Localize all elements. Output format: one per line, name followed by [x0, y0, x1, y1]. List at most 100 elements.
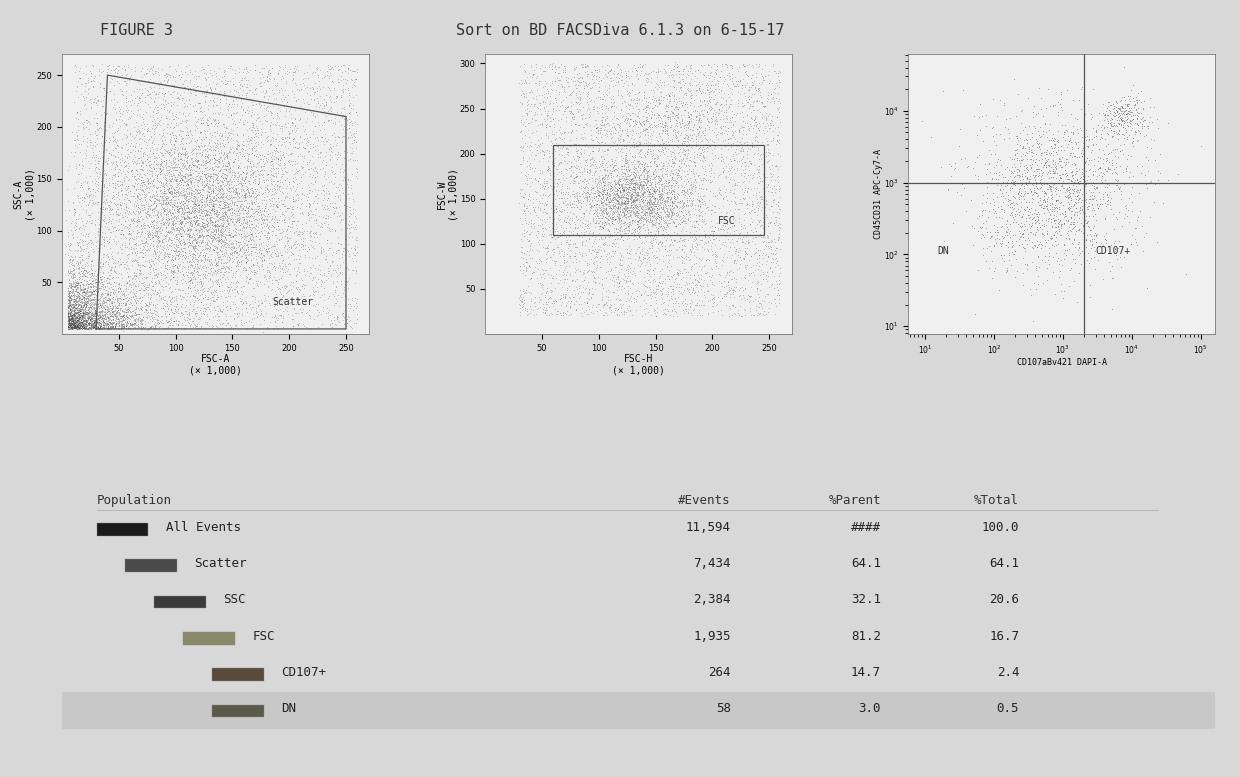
Point: [131, 119, 151, 131]
Point: [526, 124, 546, 137]
Point: [144, 311, 164, 323]
Point: [625, 207, 645, 219]
Point: [1099, 162, 1118, 175]
Point: [340, 87, 360, 99]
Point: [1033, 277, 1053, 289]
Point: [684, 221, 704, 233]
Point: [693, 148, 713, 161]
Point: [673, 184, 693, 197]
Point: [177, 222, 197, 235]
Point: [629, 207, 649, 219]
Point: [164, 190, 184, 202]
Point: [100, 277, 120, 290]
Point: [227, 98, 247, 110]
Point: [237, 64, 257, 77]
Point: [136, 271, 156, 284]
Point: [286, 283, 306, 295]
Point: [522, 116, 542, 128]
Point: [673, 235, 693, 247]
Point: [656, 260, 676, 272]
Point: [82, 301, 102, 314]
Point: [76, 305, 95, 317]
Point: [211, 213, 231, 225]
Point: [167, 239, 187, 252]
Point: [590, 260, 610, 273]
Point: [769, 217, 789, 229]
Point: [184, 244, 203, 256]
Point: [667, 267, 687, 279]
Point: [226, 148, 246, 161]
Point: [610, 119, 630, 131]
Point: [109, 208, 129, 221]
Point: [159, 212, 179, 225]
Point: [677, 184, 697, 197]
Point: [61, 313, 81, 326]
Point: [298, 241, 317, 253]
Point: [1078, 203, 1097, 215]
Point: [531, 219, 551, 232]
Point: [141, 131, 161, 143]
Point: [217, 220, 237, 232]
Point: [108, 169, 128, 182]
Point: [582, 179, 601, 191]
Point: [622, 277, 642, 289]
Point: [667, 117, 687, 130]
Point: [288, 92, 308, 105]
Point: [79, 322, 99, 335]
Point: [227, 128, 247, 141]
Point: [1058, 130, 1078, 142]
Point: [215, 199, 234, 211]
Point: [198, 239, 218, 252]
Point: [337, 84, 357, 96]
Point: [626, 96, 646, 109]
Point: [562, 159, 582, 172]
Point: [671, 117, 691, 129]
Point: [125, 199, 145, 211]
Point: [588, 209, 608, 221]
Point: [527, 144, 547, 156]
Point: [314, 193, 334, 206]
Point: [243, 321, 263, 333]
Point: [131, 235, 151, 248]
Point: [190, 158, 210, 170]
Point: [229, 76, 249, 89]
Point: [1049, 225, 1069, 238]
Point: [686, 216, 706, 228]
Point: [725, 196, 745, 208]
Point: [684, 170, 704, 183]
Point: [279, 176, 299, 188]
Point: [62, 313, 82, 326]
Point: [525, 162, 544, 174]
Point: [620, 87, 640, 99]
Point: [339, 221, 358, 234]
Point: [1022, 226, 1042, 239]
Point: [672, 297, 692, 309]
Point: [144, 214, 164, 226]
Point: [663, 186, 683, 198]
Point: [754, 305, 774, 318]
Point: [71, 319, 91, 331]
Point: [634, 186, 653, 198]
Point: [98, 152, 118, 164]
Point: [78, 319, 98, 331]
Point: [64, 321, 84, 333]
Point: [73, 253, 93, 266]
Point: [298, 104, 317, 117]
Point: [536, 87, 556, 99]
Point: [599, 200, 619, 212]
Point: [572, 275, 591, 287]
Point: [347, 293, 367, 305]
Point: [164, 218, 184, 231]
Point: [242, 131, 262, 143]
Point: [79, 286, 99, 298]
Point: [340, 301, 360, 314]
Point: [635, 58, 655, 71]
Point: [678, 212, 698, 225]
Point: [625, 179, 645, 191]
Point: [298, 65, 317, 78]
Point: [657, 143, 677, 155]
Point: [115, 182, 135, 194]
Point: [634, 103, 653, 116]
Point: [76, 282, 95, 294]
Point: [280, 295, 300, 308]
